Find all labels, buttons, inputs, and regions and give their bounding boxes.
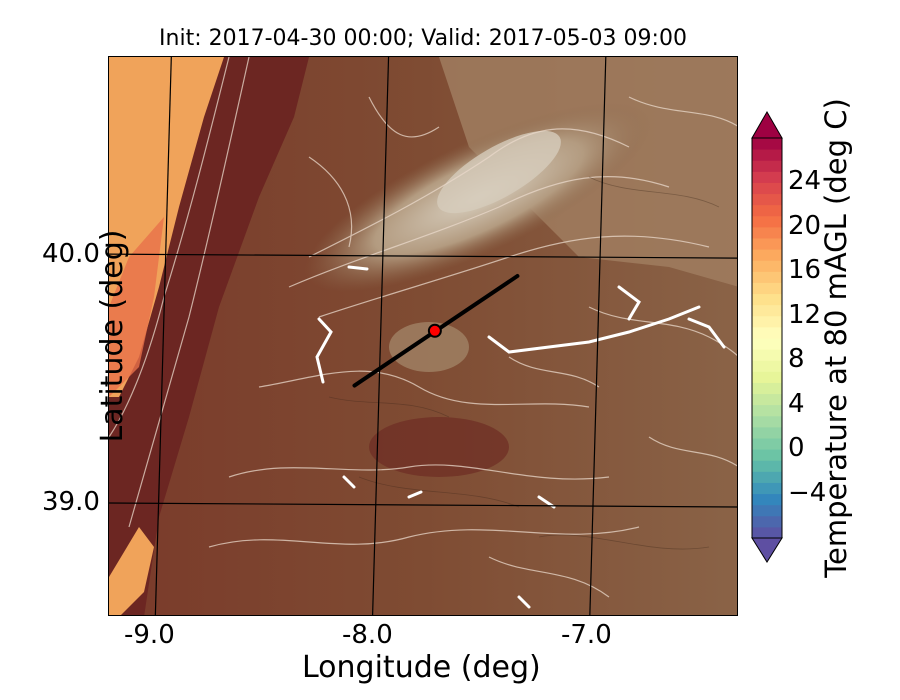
x-axis-label: Longitude (deg) bbox=[302, 650, 541, 685]
graticule-parallel bbox=[109, 253, 737, 259]
coastal-hot-strip bbox=[109, 217, 164, 397]
colorbar-segment bbox=[752, 393, 782, 406]
colorbar-segment bbox=[752, 182, 782, 195]
colorbar-segment bbox=[752, 349, 782, 361]
colorbar-segment bbox=[752, 160, 782, 172]
colorbar-tick-label: 4 bbox=[788, 388, 805, 419]
x-tick-label: -7.0 bbox=[561, 620, 612, 650]
colorbar-segment bbox=[752, 360, 782, 372]
southwest-warm-patch bbox=[109, 527, 154, 615]
colorbar-segment bbox=[752, 260, 782, 272]
colorbar-segment bbox=[752, 215, 782, 228]
colorbar-segment bbox=[752, 238, 782, 250]
colorbar-label: Temperature at 80 mAGL (deg C) bbox=[819, 98, 853, 578]
colorbar-segment bbox=[752, 193, 782, 206]
colorbar-segment bbox=[752, 438, 782, 450]
temperature-map bbox=[109, 57, 737, 615]
colorbar-outline bbox=[751, 137, 783, 539]
colorbar-segment bbox=[752, 338, 782, 350]
location-marker[interactable] bbox=[427, 323, 442, 338]
y-tick-label: 40.0 bbox=[42, 239, 100, 269]
colorbar-segment bbox=[752, 315, 782, 328]
colorbar-segment bbox=[752, 293, 782, 306]
colorbar-tick-label: 24 bbox=[788, 166, 822, 197]
contour-lines bbox=[109, 57, 737, 598]
colorbar-segment bbox=[752, 526, 782, 539]
mountain-peak bbox=[437, 130, 561, 214]
graticule-meridian bbox=[589, 57, 607, 615]
colorbar-segment bbox=[752, 493, 782, 506]
colorbar-segment bbox=[752, 482, 782, 495]
colorbar-segment bbox=[752, 371, 782, 383]
y-axis-label: Latitude (deg) bbox=[94, 229, 130, 443]
central-highland bbox=[389, 322, 469, 372]
x-tick-label: -8.0 bbox=[342, 620, 393, 650]
colorbar bbox=[751, 110, 783, 563]
colorbar-segment bbox=[752, 471, 782, 483]
colorbar-segment bbox=[752, 426, 782, 439]
colorbar-segment bbox=[752, 204, 782, 217]
chart-title: Init: 2017-04-30 00:00; Valid: 2017-05-0… bbox=[159, 26, 687, 51]
colorbar-tick-label: 0 bbox=[788, 433, 805, 464]
colorbar-segment bbox=[752, 382, 782, 395]
central-warm-patch bbox=[369, 417, 509, 477]
colorbar-segment bbox=[752, 515, 782, 528]
colorbar-segment bbox=[752, 504, 782, 517]
x-tick-label: -9.0 bbox=[124, 620, 175, 650]
colorbar-segment bbox=[752, 449, 782, 461]
graticule-meridian bbox=[154, 57, 172, 615]
colorbar-tick-label: 20 bbox=[788, 210, 822, 241]
colorbar-tick-label: 16 bbox=[788, 255, 822, 286]
map-plot-area[interactable] bbox=[108, 56, 738, 616]
colorbar-segment bbox=[752, 460, 782, 472]
colorbar-tick-label: 8 bbox=[788, 344, 805, 375]
colorbar-segment bbox=[752, 326, 782, 339]
colorbar-segment bbox=[752, 171, 782, 183]
colorbar-segment bbox=[752, 138, 782, 150]
colorbar-segment bbox=[752, 304, 782, 317]
colorbar-segment bbox=[752, 271, 782, 283]
colorbar-segment bbox=[752, 404, 782, 417]
colorbar-extend-min bbox=[751, 537, 783, 563]
colorbar-tick-label: 12 bbox=[788, 299, 822, 330]
colorbar-segment bbox=[752, 415, 782, 428]
y-tick-label: 39.0 bbox=[42, 487, 100, 517]
rivers bbox=[315, 265, 726, 609]
colorbar-tick-label: −4 bbox=[788, 477, 827, 508]
graticule-parallel bbox=[109, 502, 737, 508]
colorbar-extend-max bbox=[751, 110, 783, 139]
graticule-meridian bbox=[372, 57, 390, 615]
colorbar-segment bbox=[752, 149, 782, 161]
colorbar-segment bbox=[752, 249, 782, 261]
colorbar-segment bbox=[752, 282, 782, 295]
colorbar-segment bbox=[752, 226, 782, 239]
